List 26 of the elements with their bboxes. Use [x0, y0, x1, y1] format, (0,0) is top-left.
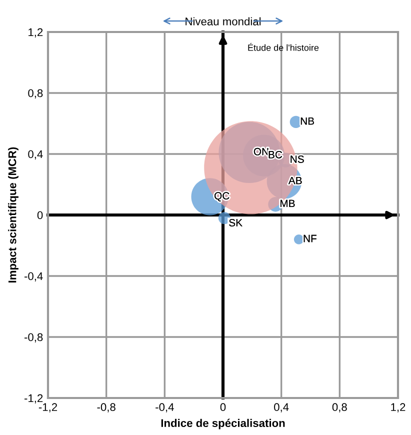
x-tick-label: -0,4 — [156, 403, 174, 412]
y-tick-label: 0 — [37, 211, 43, 220]
x-tick-label: -1,2 — [38, 403, 58, 412]
y-tick-label: -0,8 — [24, 333, 43, 342]
x-tick-label: -0,8 — [97, 403, 116, 412]
annotation: BC — [268, 150, 282, 158]
y-tick-label: 1,2 — [28, 28, 43, 38]
y-tick-label: 0,4 — [28, 150, 43, 160]
y-tick-label: -0,4 — [24, 272, 43, 282]
annotation: NB — [300, 118, 314, 125]
x-tick-label: 0,4 — [274, 403, 289, 412]
y-axis-title: Impact scientifique (MCR) — [8, 147, 18, 282]
annotation: NF — [304, 234, 316, 242]
annotation: AB — [288, 176, 302, 184]
y-tick-label: -1,2 — [24, 394, 43, 404]
annotation: QC — [214, 192, 230, 202]
x-tick-label: 0 — [220, 403, 226, 412]
x-tick-label: 0,8 — [332, 403, 347, 412]
annotation: MB — [280, 200, 295, 208]
x-axis-title: Indice de spécialisation — [161, 418, 285, 430]
annotation: SK — [229, 219, 242, 226]
text: Niveau mondial — [186, 17, 261, 26]
annotation: Étude de l'histoire — [248, 42, 319, 51]
y-tick-label: 0,8 — [28, 89, 43, 98]
x-tick-label: 1,2 — [391, 403, 406, 412]
annotation: NS — [290, 156, 304, 163]
